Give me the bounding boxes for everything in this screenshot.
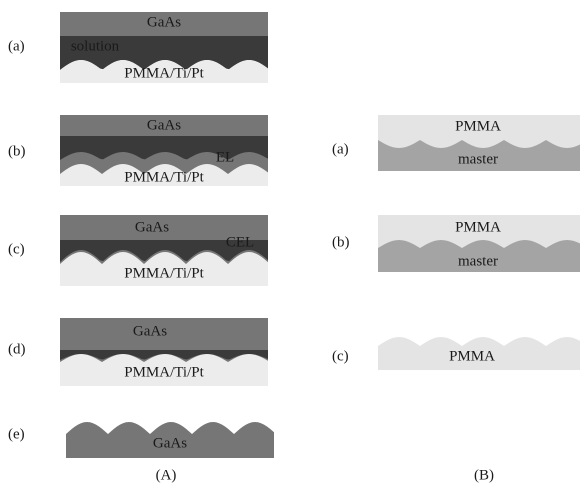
step-label: (c) (8, 241, 25, 257)
step-label: (b) (332, 234, 350, 250)
step-label: (a) (8, 38, 25, 54)
layer-label: CEL (226, 234, 254, 250)
caption: (A) (156, 467, 177, 483)
layer-label: GaAs (147, 14, 181, 30)
step-label: (d) (8, 341, 26, 357)
layer-label: GaAs (133, 323, 167, 339)
step-label: (e) (8, 426, 25, 442)
layer-label: PMMA/Ti/Pt (124, 364, 204, 380)
layer-label: solution (71, 38, 120, 54)
layer-label: PMMA (449, 348, 495, 364)
layer-label: master (458, 253, 498, 269)
layer-label: GaAs (153, 435, 187, 451)
figure: (a)GaAssolutionPMMA/Ti/Pt(b)GaAsELPMMA/T… (0, 0, 581, 489)
layer-label: PMMA/Ti/Pt (124, 169, 204, 185)
layer-label: master (458, 151, 498, 167)
layer-label: PMMA/Ti/Pt (124, 65, 204, 81)
layer-label: GaAs (147, 117, 181, 133)
layer-label: PMMA (455, 118, 501, 134)
step-label: (a) (332, 141, 349, 157)
caption: (B) (474, 467, 494, 483)
step-label: (b) (8, 143, 26, 159)
step-label: (c) (332, 348, 349, 364)
layer-label: EL (216, 149, 234, 165)
layer-label: PMMA/Ti/Pt (124, 265, 204, 281)
layer-label: PMMA (455, 219, 501, 235)
layer-label: GaAs (135, 219, 169, 235)
